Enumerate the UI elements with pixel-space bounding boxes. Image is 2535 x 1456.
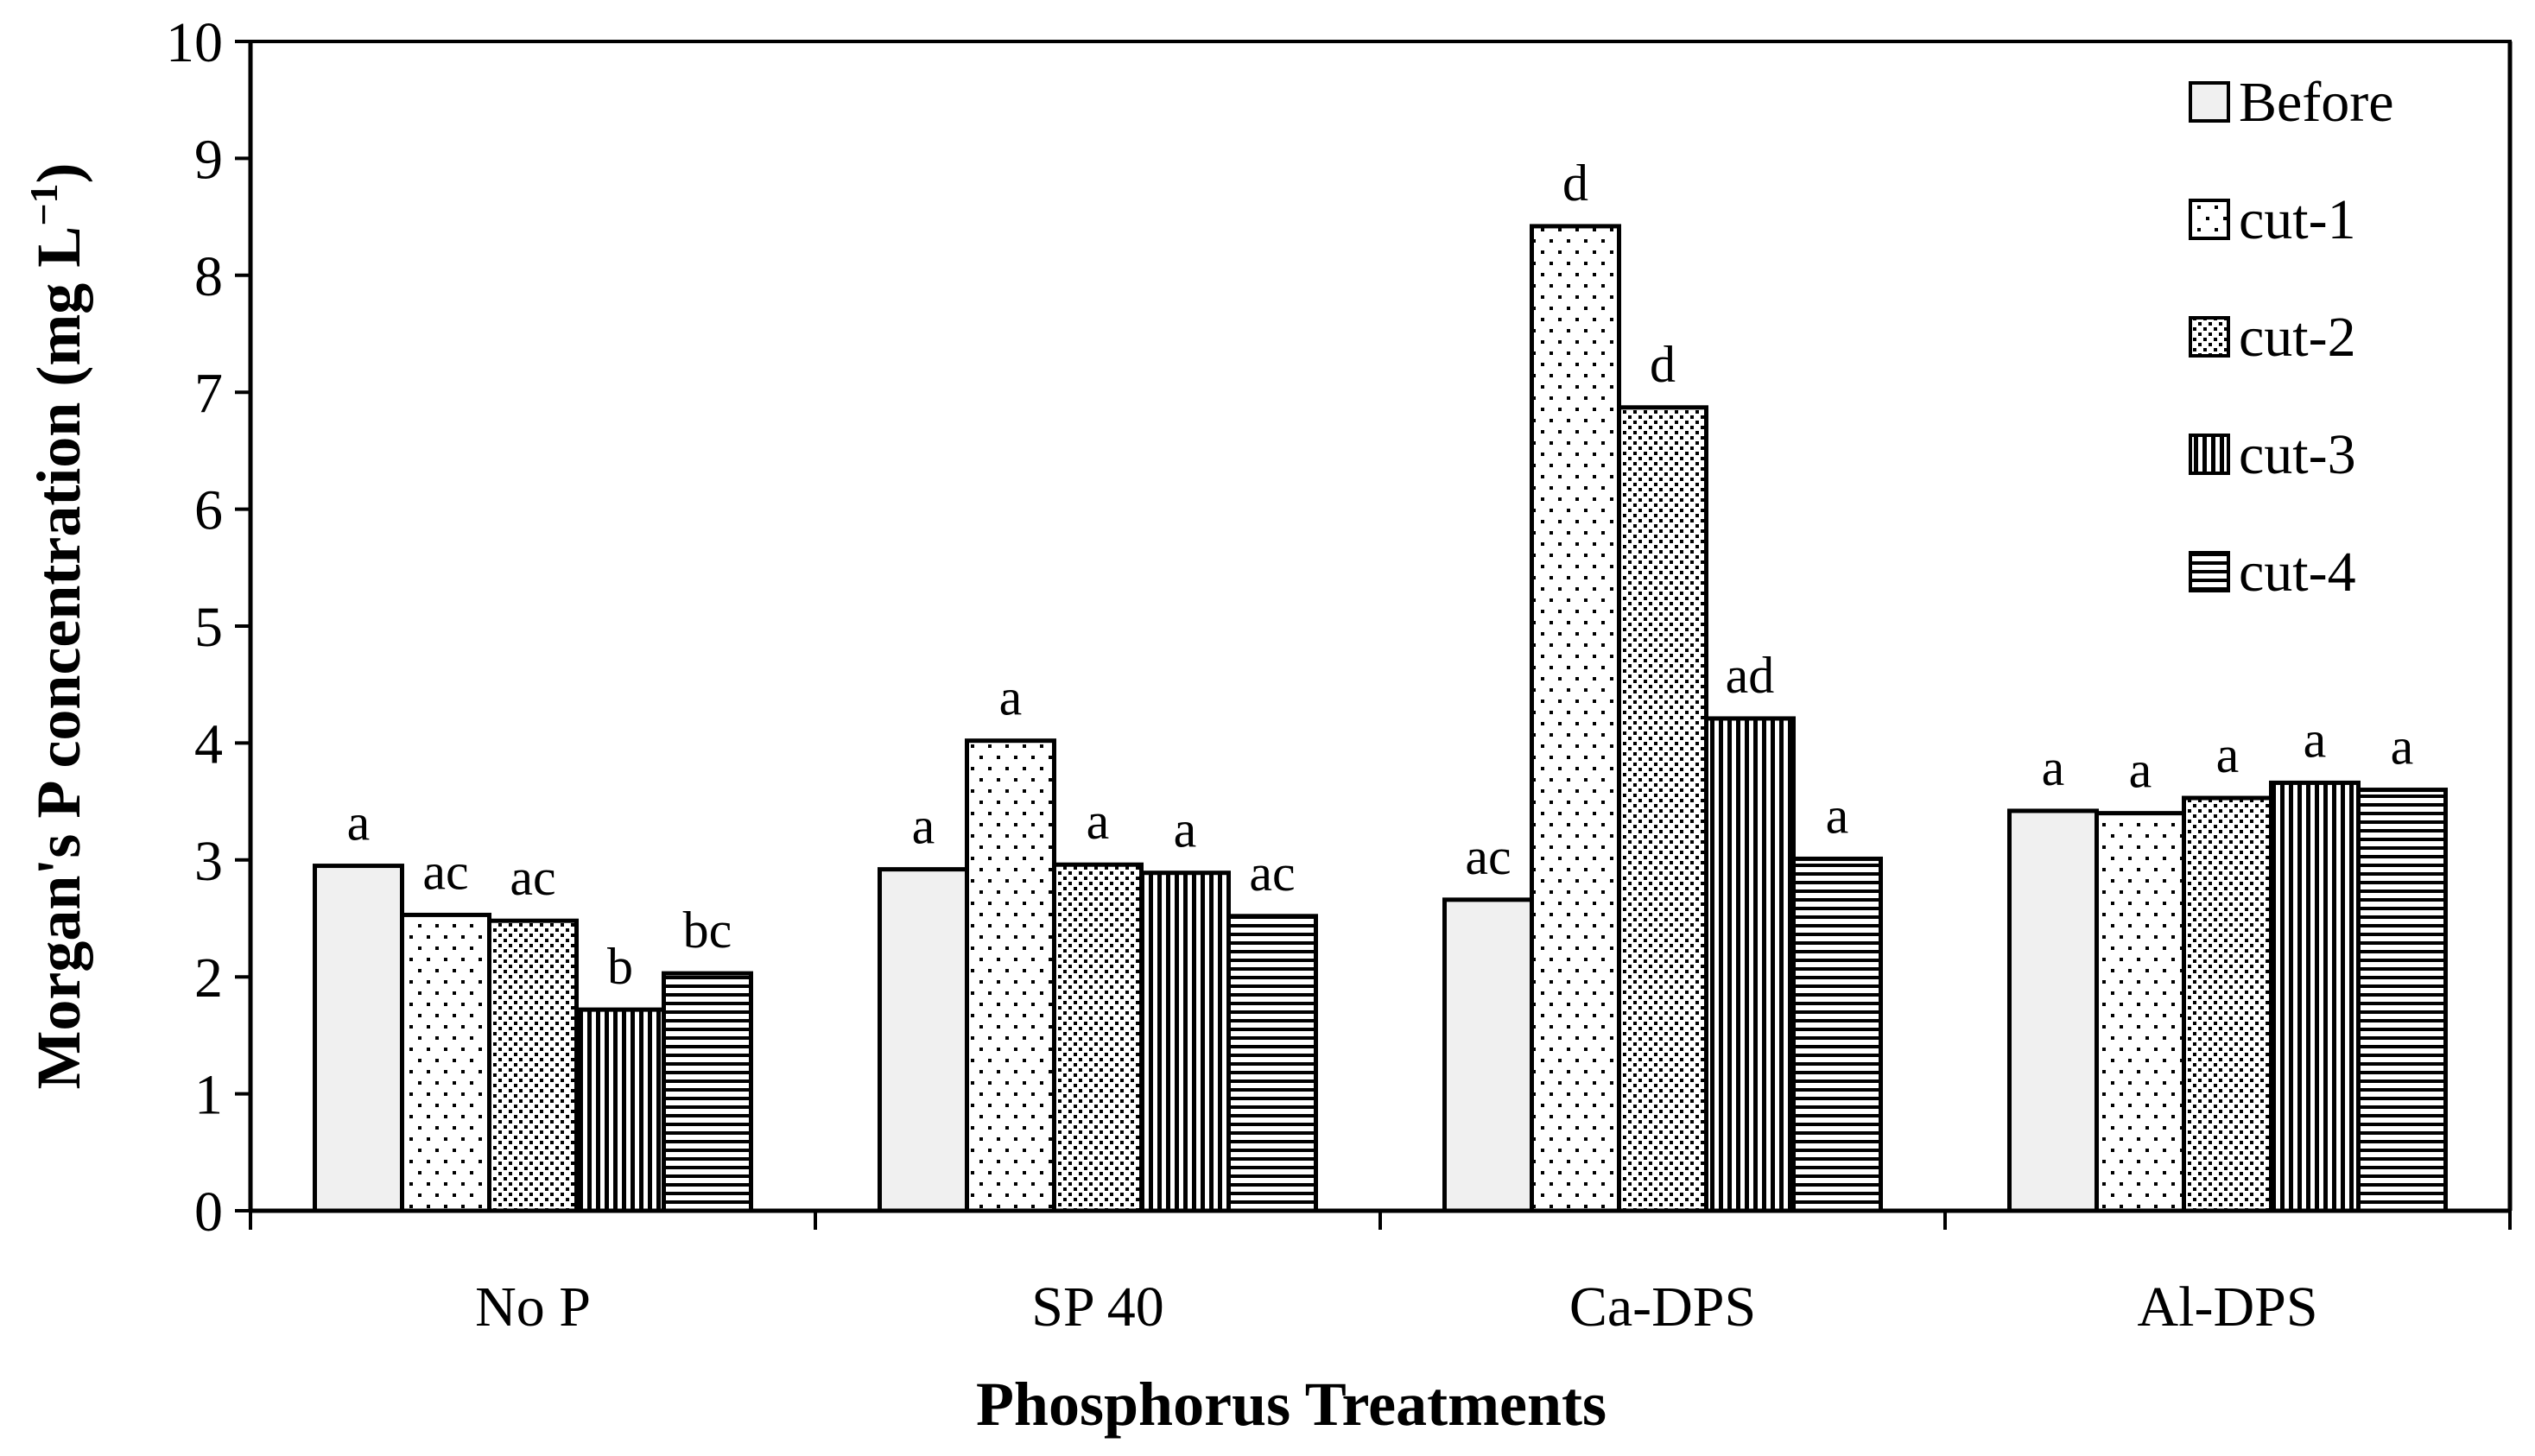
x-axis-ticks (249, 1211, 2512, 1230)
category-label: Ca-DPS (1569, 1276, 1756, 1339)
bars-layer (313, 224, 2448, 1213)
y-axis-title-superscript: −1 (22, 183, 66, 225)
significance-label: a (2304, 711, 2327, 768)
bar (1617, 405, 1708, 1213)
legend-swatch (2189, 199, 2230, 240)
bar (965, 738, 1056, 1213)
y-tick-label: 2 (194, 946, 223, 1010)
bar (1704, 716, 1796, 1213)
bar (2007, 808, 2099, 1213)
y-tick-label: 0 (194, 1181, 223, 1244)
legend: Before cut-1 cut-2 cut-3 cut-4 (2189, 71, 2394, 604)
significance-label: ac (422, 843, 468, 900)
bar (487, 918, 579, 1213)
significance-label: a (1174, 801, 1197, 858)
y-axis-ticks: 0 1 2 3 4 5 6 7 8 9 10 (166, 11, 250, 1244)
significance-label: a (347, 794, 371, 851)
bar (400, 912, 491, 1213)
significance-label: a (2042, 739, 2065, 796)
bar (313, 864, 404, 1213)
legend-label: cut-2 (2239, 306, 2356, 369)
significance-label: a (1087, 793, 1110, 850)
significance-label: ac (1249, 845, 1295, 902)
legend-label: cut-3 (2239, 423, 2356, 486)
significance-label: a (1826, 787, 1849, 844)
significance-label: bc (683, 902, 732, 959)
category-label: SP 40 (1031, 1276, 1163, 1339)
bar (878, 867, 969, 1213)
bar (1442, 897, 1534, 1213)
category-label: No P (475, 1276, 591, 1339)
x-axis-title: Phosphorus Treatments (976, 1370, 1607, 1439)
y-tick-label: 7 (194, 362, 223, 425)
bar (1226, 914, 1318, 1213)
bar (2269, 780, 2361, 1213)
significance-label: a (2216, 726, 2240, 783)
significance-label: ad (1726, 647, 1775, 704)
significance-label: b (607, 938, 633, 995)
legend-swatch (2189, 81, 2230, 123)
bar (2095, 811, 2186, 1213)
y-axis-title-main: Morgan's P concentration (mg L (24, 226, 93, 1090)
significance-label: a (2391, 719, 2414, 775)
y-tick-label: 6 (194, 479, 223, 542)
significance-label: ac (510, 849, 555, 906)
significance-label: a (2129, 742, 2152, 799)
bar (1052, 862, 1144, 1213)
significance-label: d (1562, 155, 1588, 212)
bar (574, 1007, 666, 1213)
significance-label: a (912, 798, 935, 855)
bar (1791, 856, 1883, 1213)
significance-label: a (999, 669, 1023, 726)
bar (2356, 788, 2448, 1213)
y-axis-title: Morgan's P concentration (mg L−1) (22, 162, 93, 1089)
y-tick-label: 3 (194, 830, 223, 893)
legend-swatch (2189, 434, 2230, 475)
category-label: Al-DPS (2137, 1276, 2317, 1339)
bar (1530, 224, 1621, 1213)
bar (1139, 870, 1231, 1213)
y-axis-title-close: ) (24, 162, 93, 183)
y-tick-label: 9 (194, 128, 223, 191)
significance-label: d (1650, 336, 1676, 393)
y-tick-label: 5 (194, 596, 223, 659)
legend-label: cut-4 (2239, 541, 2356, 604)
y-tick-label: 8 (194, 245, 223, 308)
legend-label: cut-1 (2239, 188, 2356, 251)
y-tick-label: 10 (166, 11, 223, 74)
significance-label: ac (1465, 828, 1511, 885)
y-tick-label: 4 (194, 712, 223, 775)
legend-label: Before (2239, 71, 2394, 134)
legend-swatch (2189, 316, 2230, 358)
bar (2182, 795, 2273, 1213)
y-tick-label: 1 (194, 1064, 223, 1127)
category-labels: No P SP 40 Ca-DPS Al-DPS (475, 1276, 2317, 1339)
bar (662, 971, 753, 1213)
legend-swatch (2189, 551, 2230, 592)
